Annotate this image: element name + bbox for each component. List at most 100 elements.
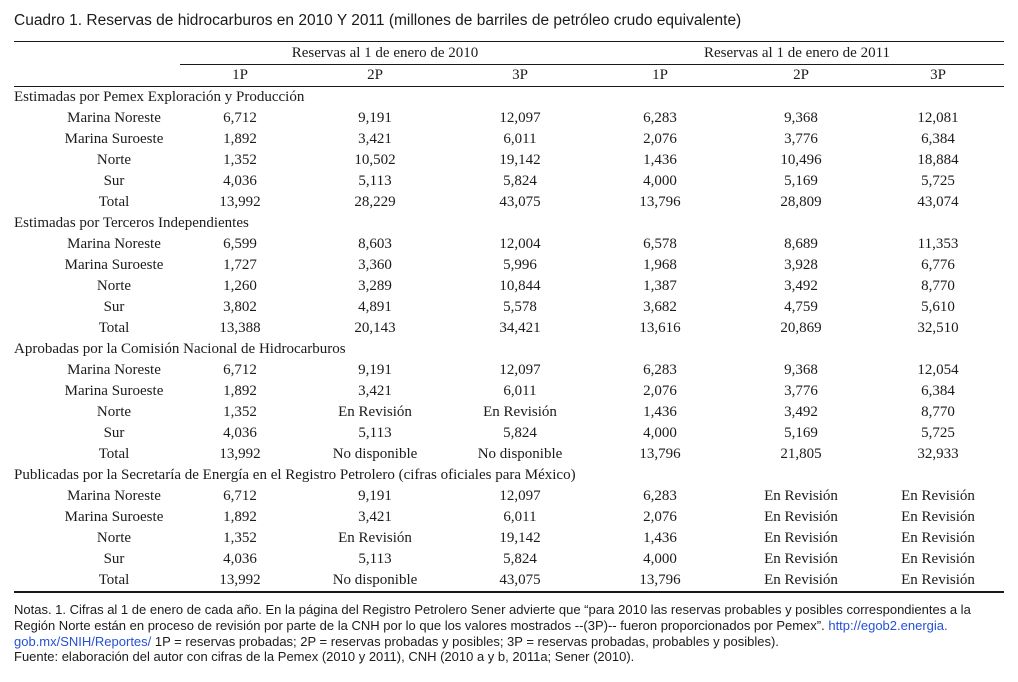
cell-value: 1,727 [223, 257, 257, 273]
cell-value: 8,603 [358, 236, 392, 252]
cell-value: 6,283 [643, 362, 677, 378]
registro-petrolero-link[interactable]: gob.mx/SNIH/Reportes/ [14, 633, 152, 649]
cell-value: 4,036 [223, 173, 257, 189]
cell-value: 1,436 [643, 404, 677, 420]
cell-value: En Revisión [764, 551, 838, 567]
column-header-2011-3p: 3P [872, 64, 1004, 87]
cell-value: 5,113 [358, 173, 392, 189]
cell-value: 8,770 [921, 404, 955, 420]
cell-value: 6,384 [921, 131, 955, 147]
note-line-2: Región Norte están en proceso de revisió… [14, 618, 1004, 634]
table-row: Total 13,992 No disponible 43,075 13,796 En R… [14, 570, 1004, 592]
cell-value: 2,076 [643, 131, 677, 147]
table-row: Sur 4,036 5,113 5,824 4,000 5,169 5,725 [14, 171, 1004, 192]
table-row: Sur 4,036 5,113 5,824 4,000 En Revisión En Rev… [14, 549, 1004, 570]
cell-value: 1,436 [643, 530, 677, 546]
cell-value: 4,036 [223, 551, 257, 567]
cell-value: 10,844 [499, 278, 541, 294]
table-row: Norte 1,260 3,289 10,844 1,387 3,492 8,770 [14, 276, 1004, 297]
cell-value: 5,725 [921, 173, 955, 189]
cell-value: 4,891 [358, 299, 392, 315]
cell-value: 12,097 [499, 362, 541, 378]
cell-value: 3,492 [784, 404, 818, 420]
cell-value: 1,436 [643, 152, 677, 168]
cell-value: 3,776 [784, 131, 818, 147]
header-spacer [14, 64, 180, 87]
row-label: Marina Suroeste [64, 509, 164, 525]
section-header: Publicadas por la Secretaría de Energía … [14, 467, 576, 483]
cell-value: En Revisión [764, 488, 838, 504]
cell-value: 5,578 [503, 299, 537, 315]
cell-value: 6,712 [223, 488, 257, 504]
cell-value: 1,892 [223, 509, 257, 525]
cell-value: 13,388 [219, 320, 261, 336]
cell-value: 19,142 [499, 530, 541, 546]
cell-value: 3,682 [643, 299, 677, 315]
column-header-2011-2p: 2P [730, 64, 872, 87]
row-label: Norte [96, 530, 132, 546]
section-header-row: Aprobadas por la Comisión Nacional de Hi… [14, 339, 1004, 360]
column-group-2010: Reservas al 1 de enero de 2010 [180, 41, 590, 65]
cell-value: 3,360 [358, 257, 392, 273]
cell-value: 1,260 [223, 278, 257, 294]
cell-value: En Revisión [901, 551, 975, 567]
cell-value: En Revisión [764, 572, 838, 588]
note-text: 1P = reservas probadas; 2P = reservas pr… [151, 633, 779, 649]
cell-value: 5,824 [503, 425, 537, 441]
cell-value: 20,143 [354, 320, 396, 336]
cell-value: En Revisión [901, 530, 975, 546]
cell-value: 6,283 [643, 488, 677, 504]
table-row: Norte 1,352 10,502 19,142 1,436 10,496 18,884 [14, 150, 1004, 171]
row-label: Total [98, 320, 130, 336]
cell-value: 18,884 [917, 152, 959, 168]
cell-value: 12,054 [917, 362, 959, 378]
cell-value: 19,142 [499, 152, 541, 168]
section-header-row: Estimadas por Pemex Exploración y Produc… [14, 87, 1004, 109]
cell-value: 5,824 [503, 173, 537, 189]
column-group-2011: Reservas al 1 de enero de 2011 [590, 41, 1004, 65]
cell-value: 3,492 [784, 278, 818, 294]
row-label: Marina Noreste [67, 236, 161, 252]
cell-value: 21,805 [780, 446, 822, 462]
cell-value: 5,169 [784, 173, 818, 189]
cell-value: 9,368 [784, 110, 818, 126]
note-line-3: gob.mx/SNIH/Reportes/ 1P = reservas prob… [14, 634, 1004, 650]
cell-value: 12,004 [499, 236, 541, 252]
table-row: Sur 4,036 5,113 5,824 4,000 5,169 5,725 [14, 423, 1004, 444]
registro-petrolero-link[interactable]: http://egob2.energia. [828, 617, 948, 633]
table-row: Marina Noreste 6,712 9,191 12,097 6,283 En Re… [14, 486, 1004, 507]
cell-value: 9,191 [358, 362, 392, 378]
cell-value: 11,353 [917, 236, 959, 252]
table-row: Marina Noreste 6,712 9,191 12,097 6,283 9,368… [14, 108, 1004, 129]
cell-value: 1,352 [223, 404, 257, 420]
cell-value: 13,992 [219, 572, 261, 588]
cell-value: 10,502 [354, 152, 396, 168]
cell-value: No disponible [332, 572, 418, 588]
row-label: Norte [96, 404, 132, 420]
row-label: Marina Noreste [67, 362, 161, 378]
cell-value: 20,869 [780, 320, 822, 336]
cell-value: En Revisión [901, 488, 975, 504]
cell-value: 12,097 [499, 488, 541, 504]
row-label: Sur [103, 173, 125, 189]
row-label: Marina Suroeste [64, 257, 164, 273]
cell-value: 12,081 [917, 110, 959, 126]
table-row: Total 13,992 28,229 43,075 13,796 28,809 43,07… [14, 192, 1004, 213]
cell-value: 6,011 [503, 383, 537, 399]
cell-value: 9,191 [358, 110, 392, 126]
cell-value: 6,011 [503, 509, 537, 525]
cell-value: 3,421 [358, 131, 392, 147]
cell-value: 5,610 [921, 299, 955, 315]
cell-value: En Revisión [483, 404, 557, 420]
group-header-row: Reservas al 1 de enero de 2010 Reservas … [14, 41, 1004, 65]
row-label: Marina Noreste [67, 110, 161, 126]
section-header: Estimadas por Pemex Exploración y Produc… [14, 89, 305, 105]
cell-value: 5,725 [921, 425, 955, 441]
table-row: Total 13,992 No disponible No disponible 13,… [14, 444, 1004, 465]
table-title: Cuadro 1. Reservas de hidrocarburos en 2… [14, 12, 742, 29]
cell-value: 13,796 [639, 446, 681, 462]
note-text: Región Norte están en proceso de revisió… [14, 617, 829, 633]
row-label: Marina Suroeste [64, 131, 164, 147]
table-row: Marina Noreste 6,712 9,191 12,097 6,283 9,368… [14, 360, 1004, 381]
